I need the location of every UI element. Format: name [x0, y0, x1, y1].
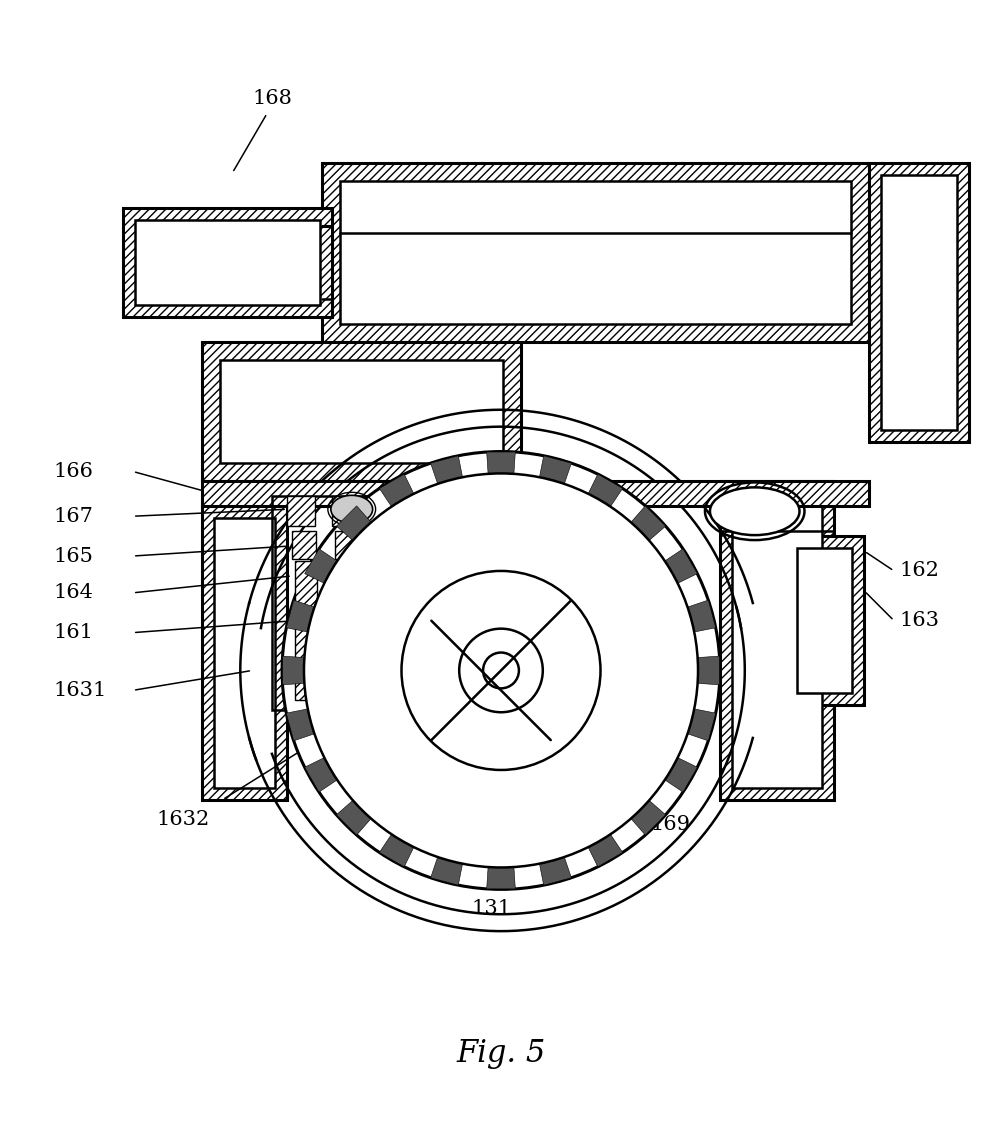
Polygon shape	[631, 506, 665, 540]
Text: 131: 131	[471, 899, 511, 918]
Circle shape	[459, 629, 543, 712]
Polygon shape	[287, 708, 315, 741]
Text: 165: 165	[53, 547, 93, 565]
Circle shape	[402, 571, 600, 770]
Polygon shape	[287, 600, 315, 632]
Polygon shape	[687, 708, 715, 741]
Bar	[719, 507, 835, 531]
Bar	[337, 560, 359, 701]
Circle shape	[283, 452, 719, 889]
Text: Fig. 5: Fig. 5	[456, 1038, 546, 1069]
Polygon shape	[697, 656, 719, 685]
Bar	[202, 507, 287, 799]
Bar	[332, 497, 360, 526]
Bar	[295, 560, 317, 701]
Bar	[797, 548, 853, 693]
Bar	[287, 497, 315, 526]
Text: 169: 169	[650, 815, 690, 834]
Bar	[335, 531, 359, 559]
Text: 167: 167	[53, 507, 93, 526]
Bar	[202, 342, 521, 481]
Polygon shape	[380, 474, 414, 507]
Bar	[731, 493, 823, 788]
Bar	[881, 175, 957, 429]
Polygon shape	[539, 858, 571, 886]
Polygon shape	[337, 800, 371, 835]
Bar	[869, 163, 969, 442]
Bar	[322, 163, 869, 342]
Polygon shape	[631, 800, 665, 835]
Circle shape	[304, 473, 698, 868]
Text: 164: 164	[53, 583, 93, 602]
Bar	[719, 481, 835, 799]
Polygon shape	[539, 456, 571, 484]
Bar	[202, 481, 869, 507]
Polygon shape	[487, 867, 515, 889]
Text: 162: 162	[899, 562, 939, 581]
Text: 166: 166	[53, 462, 93, 481]
Circle shape	[483, 652, 519, 688]
Text: 1632: 1632	[156, 809, 209, 828]
Polygon shape	[431, 858, 463, 886]
Bar	[340, 180, 852, 324]
Polygon shape	[380, 834, 414, 867]
Text: 1631: 1631	[53, 680, 106, 700]
Polygon shape	[431, 456, 463, 484]
Bar	[135, 220, 320, 305]
Polygon shape	[588, 834, 622, 867]
Polygon shape	[588, 474, 622, 507]
Bar	[292, 531, 316, 559]
Bar	[785, 536, 864, 705]
Text: 161: 161	[53, 623, 93, 642]
Polygon shape	[664, 758, 697, 793]
Polygon shape	[664, 549, 697, 583]
Ellipse shape	[331, 495, 373, 524]
Ellipse shape	[710, 488, 800, 535]
Polygon shape	[687, 600, 715, 632]
Polygon shape	[305, 549, 338, 583]
Bar	[214, 518, 276, 788]
Polygon shape	[283, 656, 305, 685]
Text: 168: 168	[253, 90, 292, 109]
Text: 163: 163	[899, 611, 939, 630]
Bar	[273, 497, 382, 711]
Polygon shape	[305, 758, 338, 793]
Bar	[220, 360, 503, 463]
Ellipse shape	[714, 491, 796, 531]
Polygon shape	[487, 452, 515, 474]
Bar	[123, 207, 332, 317]
Polygon shape	[337, 506, 371, 540]
